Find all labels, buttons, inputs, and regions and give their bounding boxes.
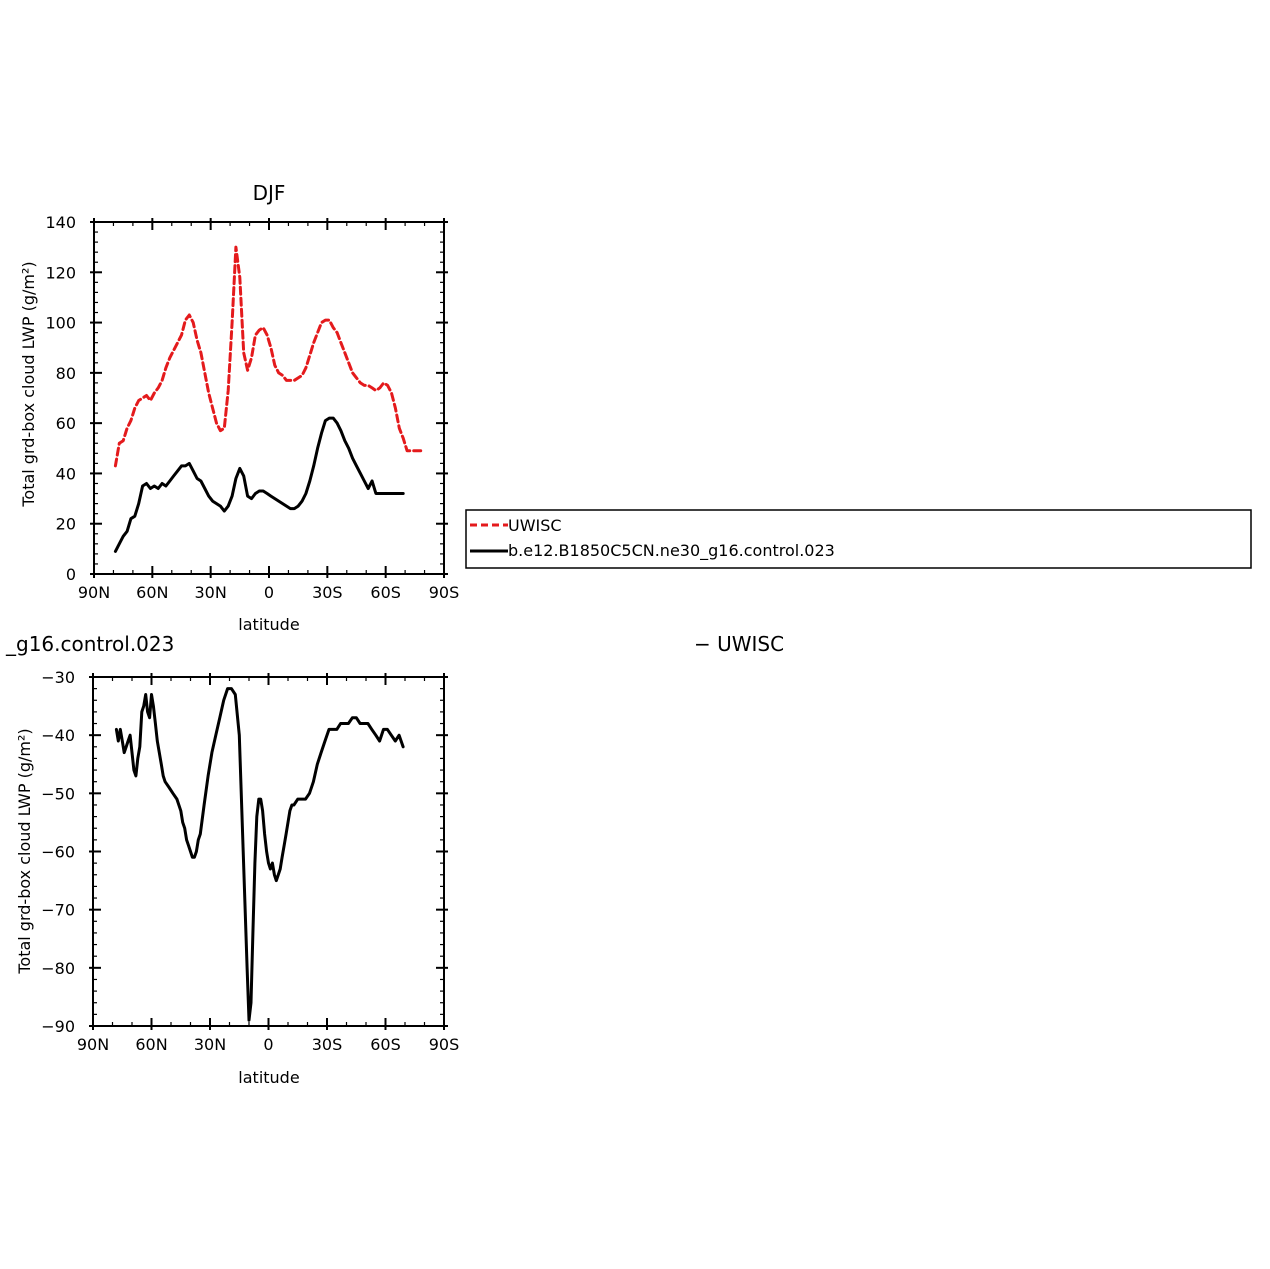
y-axis: 0 20 40 60 80 100 120 140 xyxy=(45,213,448,584)
y-tick-label: 120 xyxy=(45,263,76,282)
y-tick-label: 20 xyxy=(56,515,76,534)
legend-label-uwisc: UWISC xyxy=(508,516,562,535)
x-tick-label: 30N xyxy=(194,1035,226,1054)
y-tick-label: −50 xyxy=(41,784,75,803)
x-tick-label: 90N xyxy=(77,1035,109,1054)
x-tick-label: 60S xyxy=(370,583,401,602)
series-line-0 xyxy=(113,245,425,468)
y-tick-label: 0 xyxy=(66,565,76,584)
y-tick-label: 40 xyxy=(56,464,76,483)
y-axis-label: Total grd-box cloud LWP (g/m²) xyxy=(15,728,34,974)
legend-box xyxy=(465,509,1252,569)
y-axis: −90 −80 −70 −60 −50 −40 −30 xyxy=(41,668,448,1036)
y-tick-label: −60 xyxy=(41,843,75,862)
y-tick-label: −30 xyxy=(41,668,75,687)
y-tick-label: 100 xyxy=(45,314,76,333)
series-group xyxy=(114,687,405,1022)
chart-panel-djf: DJF 90N 60N 30N 0 30S 60S 90S 0 20 40 60 80 100 120 1… xyxy=(19,181,459,634)
y-tick-label: 80 xyxy=(56,364,76,383)
y-tick-label: −90 xyxy=(41,1017,75,1036)
x-tick-label: 90S xyxy=(429,583,460,602)
y-tick-label: −80 xyxy=(41,959,75,978)
plot-frame xyxy=(92,676,445,1027)
x-tick-label: 30S xyxy=(312,1035,343,1054)
x-tick-label: 30N xyxy=(195,583,227,602)
x-tick-label: 60S xyxy=(370,1035,401,1054)
series-line-1 xyxy=(113,416,405,553)
x-axis: 90N 60N 30N 0 30S 60S 90S xyxy=(78,218,459,602)
y-tick-label: 140 xyxy=(45,213,76,232)
y-tick-label: −70 xyxy=(41,901,75,920)
x-tick-label: 30S xyxy=(312,583,343,602)
x-axis-label: latitude xyxy=(238,615,299,634)
x-tick-label: 90N xyxy=(78,583,110,602)
x-tick-label: 0 xyxy=(264,583,274,602)
chart-title: DJF xyxy=(253,181,286,205)
x-tick-label: 90S xyxy=(429,1035,460,1054)
series-group xyxy=(113,245,425,553)
y-axis-label: Total grd-box cloud LWP (g/m²) xyxy=(19,261,38,507)
x-axis: 90N 60N 30N 0 30S 60S 90S xyxy=(77,673,459,1054)
series-line-0 xyxy=(114,687,405,1022)
panel2-title-right: − UWISC xyxy=(694,632,784,656)
y-tick-label: −40 xyxy=(41,726,75,745)
legend-label-control: b.e12.B1850C5CN.ne30_g16.control.023 xyxy=(508,541,835,561)
x-tick-label: 60N xyxy=(136,583,168,602)
x-tick-label: 60N xyxy=(135,1035,167,1054)
x-axis-label: latitude xyxy=(238,1068,299,1087)
y-tick-label: 60 xyxy=(56,414,76,433)
legend: UWISC b.e12.B1850C5CN.ne30_g16.control.0… xyxy=(465,509,1252,569)
x-tick-label: 0 xyxy=(263,1035,273,1054)
panel2-title-left: _g16.control.023 xyxy=(5,632,174,656)
chart-panel-difference: 90N 60N 30N 0 30S 60S 90S −90 −80 −70 −60 −50 −40 −3… xyxy=(15,668,459,1087)
